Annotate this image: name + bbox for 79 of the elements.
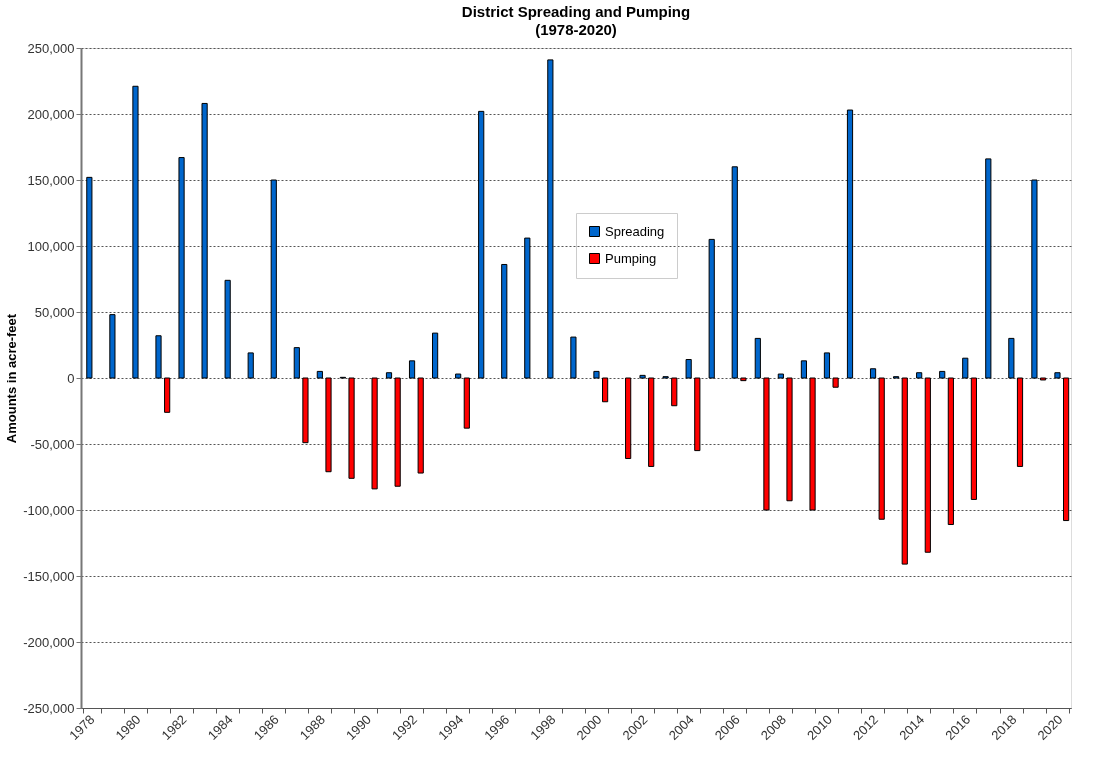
y-tick-label: 0 [67, 370, 75, 386]
bar [754, 337, 761, 379]
bar [671, 377, 678, 407]
bar [947, 377, 954, 526]
bar [371, 377, 378, 490]
y-tick-label: 100,000 [27, 238, 75, 254]
bar [201, 102, 208, 379]
bar [1031, 179, 1038, 379]
bar [648, 377, 655, 467]
bar [478, 110, 485, 379]
bar [777, 373, 784, 379]
bar [602, 377, 609, 403]
bar [417, 377, 424, 474]
bar [846, 109, 854, 379]
bar [985, 158, 992, 379]
chart-title: District Spreading and Pumping [461, 3, 691, 20]
bar [593, 370, 600, 379]
legend-label: Spreading [605, 223, 665, 239]
bar [455, 373, 462, 379]
bar [132, 85, 139, 379]
bar [708, 238, 715, 379]
bar [916, 372, 923, 379]
bar [939, 370, 946, 379]
bar [809, 377, 816, 511]
y-tick-label: 250,000 [27, 40, 75, 56]
bar [731, 166, 738, 379]
bar [293, 347, 300, 379]
y-tick-label: -200,000 [23, 634, 75, 650]
bar [869, 368, 877, 379]
bar [501, 263, 508, 379]
bar [639, 374, 646, 379]
bar [1054, 372, 1061, 379]
bar [348, 377, 355, 479]
bar [109, 314, 116, 379]
y-tick-label: 150,000 [27, 172, 75, 188]
bar [247, 352, 254, 379]
bar [570, 336, 577, 379]
bar [302, 377, 309, 444]
bar [694, 377, 701, 452]
bar [685, 359, 692, 379]
bar [832, 377, 839, 388]
y-tick-label: -50,000 [30, 436, 75, 452]
bar [1016, 377, 1024, 467]
bar [962, 357, 969, 379]
y-tick-label: -250,000 [23, 700, 75, 716]
bar [1008, 337, 1015, 379]
bar [224, 279, 231, 379]
bar [86, 176, 93, 379]
y-tick-label: -150,000 [23, 568, 75, 584]
y-tick-label: 50,000 [34, 304, 75, 320]
bar [394, 377, 401, 487]
bar [823, 352, 831, 379]
bar [408, 360, 416, 379]
bar [432, 332, 439, 379]
bar [1063, 377, 1070, 522]
bar [625, 377, 632, 460]
bar [878, 377, 885, 520]
legend-label: Pumping [605, 250, 657, 266]
bar [970, 377, 977, 500]
y-tick-label: 200,000 [27, 106, 75, 122]
bar [164, 377, 171, 413]
y-tick-label: -100,000 [23, 502, 75, 518]
bar [270, 179, 277, 379]
bar [155, 335, 162, 379]
bar [385, 372, 393, 379]
bar [786, 377, 793, 502]
chart-subtitle: (1978-2020) [535, 21, 617, 38]
bar [325, 377, 332, 473]
y-axis-title: Amounts in acre-feet [4, 313, 20, 444]
bar [924, 377, 931, 553]
bar [763, 377, 770, 511]
bar [901, 377, 908, 565]
bar [178, 157, 185, 379]
bar [463, 377, 470, 429]
bar [524, 237, 531, 379]
bar [316, 370, 323, 379]
bar [740, 377, 747, 382]
bar [547, 59, 554, 379]
bar [800, 360, 807, 379]
